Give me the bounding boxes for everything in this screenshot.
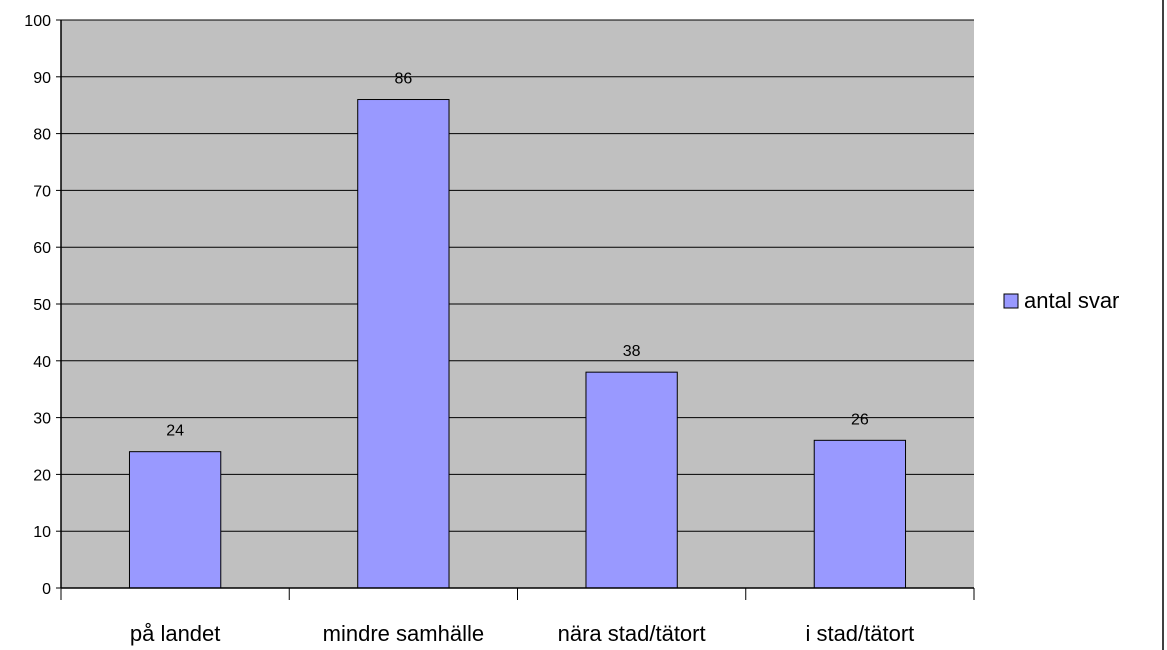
data-label: 26	[851, 411, 869, 428]
x-tick-label: på landet	[130, 621, 221, 646]
legend-label: antal svar	[1024, 288, 1119, 313]
x-tick-label: nära stad/tätort	[558, 621, 706, 646]
y-tick-label: 70	[33, 183, 51, 200]
data-labels: 24 86 38 26	[166, 71, 869, 440]
y-tick-label: 10	[33, 524, 51, 541]
x-tick-label: i stad/tätort	[805, 621, 914, 646]
y-tick-label: 60	[33, 240, 51, 257]
y-axis-ticks: 0 10 20 30 40 50 60 70 80 90 100	[24, 13, 61, 598]
legend-swatch	[1003, 293, 1019, 309]
y-tick-label: 30	[33, 411, 51, 428]
bars	[128, 99, 907, 589]
gridlines	[61, 19, 974, 532]
bar	[813, 439, 907, 589]
bar	[585, 371, 678, 589]
x-tick-label: mindre samhälle	[323, 621, 484, 646]
bar	[128, 451, 222, 589]
y-tick-label: 40	[33, 354, 51, 371]
y-tick-label: 20	[33, 467, 51, 484]
y-tick-label: 80	[33, 127, 51, 144]
data-label: 24	[166, 423, 184, 440]
y-tick-label: 90	[33, 70, 51, 87]
data-label: 86	[394, 71, 412, 88]
y-tick-label: 0	[42, 581, 51, 598]
data-label: 38	[623, 343, 641, 360]
y-tick-label: 50	[33, 297, 51, 314]
y-tick-label: 100	[24, 13, 51, 30]
bar	[357, 99, 450, 589]
legend: antal svar	[1003, 288, 1119, 313]
x-axis-ticks: på landet mindre samhälle nära stad/tätort…	[60, 588, 975, 646]
